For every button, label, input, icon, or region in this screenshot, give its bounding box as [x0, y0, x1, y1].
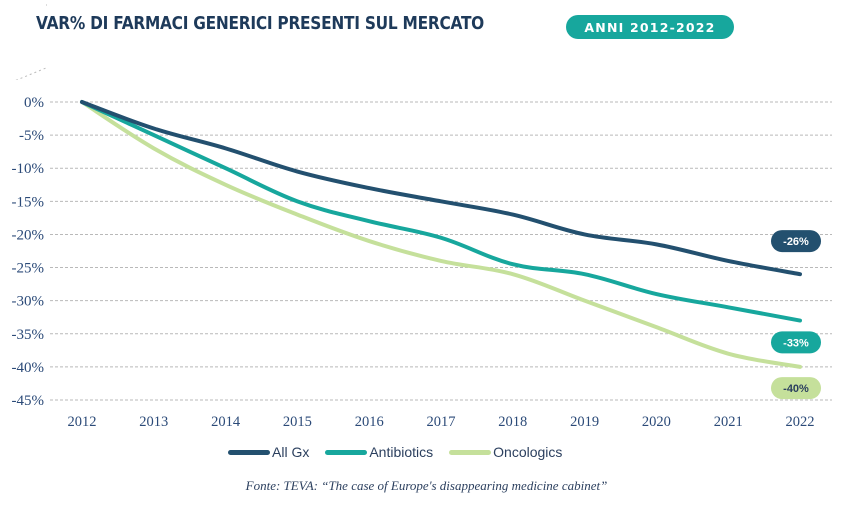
end-label-pill-oncologics — [771, 377, 821, 400]
source-note: Fonte: TEVA: “The case of Europe's disap… — [245, 478, 608, 493]
x-tick-label: 2019 — [570, 414, 599, 430]
y-tick-label: -35% — [12, 327, 45, 343]
y-tick-label: -20% — [12, 227, 45, 243]
legend-label: Oncologics — [493, 444, 563, 460]
y-tick-label: -15% — [12, 194, 45, 210]
x-tick-label: 2018 — [498, 414, 527, 430]
end-label-antibiotics: -33% — [783, 337, 809, 349]
x-tick-label: 2021 — [714, 414, 743, 430]
title-row: VAR% DI FARMACI GENERICI PRESENTI SUL ME… — [36, 14, 545, 34]
series-line-antibiotics — [80, 100, 802, 323]
y-tick-label: 0% — [24, 95, 44, 111]
x-tick-label: 2012 — [68, 414, 97, 430]
end-label-pill-antibiotics — [771, 331, 821, 354]
legend-item-all-gx[interactable]: All Gx — [228, 444, 309, 460]
x-tick-label: 2022 — [786, 414, 815, 430]
decorative-dots — [15, 4, 47, 80]
end-label-pill-all-gx — [771, 230, 821, 253]
legend: All Gx Antibiotics Oncologics — [228, 444, 578, 460]
x-tick-label: 2013 — [139, 414, 168, 430]
y-tick-label: -5% — [19, 128, 44, 144]
legend-label: All Gx — [272, 444, 310, 460]
legend-item-antibiotics[interactable]: Antibiotics — [325, 444, 433, 460]
x-tick-label: 2017 — [427, 414, 456, 430]
chart-title: VAR% DI FARMACI GENERICI PRESENTI SUL ME… — [36, 14, 485, 34]
legend-label: Antibiotics — [369, 444, 434, 460]
end-label-oncologics: -40% — [783, 383, 809, 395]
legend-swatch-antibiotics — [325, 449, 368, 455]
y-tick-label: -25% — [12, 261, 45, 277]
x-tick-label: 2015 — [283, 414, 312, 430]
y-tick-label: -45% — [12, 393, 45, 409]
legend-item-oncologics[interactable]: Oncologics — [449, 444, 562, 460]
legend-swatch-oncologics — [449, 449, 492, 455]
y-tick-label: -10% — [12, 161, 45, 177]
series-line-oncologics — [80, 100, 802, 369]
end-label-all-gx: -26% — [783, 236, 809, 248]
x-tick-label: 2016 — [355, 414, 384, 430]
period-badge: ANNI 2012-2022 — [566, 15, 734, 39]
y-tick-label: -30% — [12, 294, 45, 310]
x-tick-label: 2014 — [211, 414, 241, 430]
x-tick-label: 2020 — [642, 414, 671, 430]
y-tick-label: -40% — [12, 360, 45, 376]
series-line-all-gx — [80, 100, 802, 277]
legend-swatch-all-gx — [228, 449, 270, 455]
line-chart: 0% -5% -10% -15% -20% -25% -30% -35% -40% -45% 201… — [12, 95, 832, 430]
